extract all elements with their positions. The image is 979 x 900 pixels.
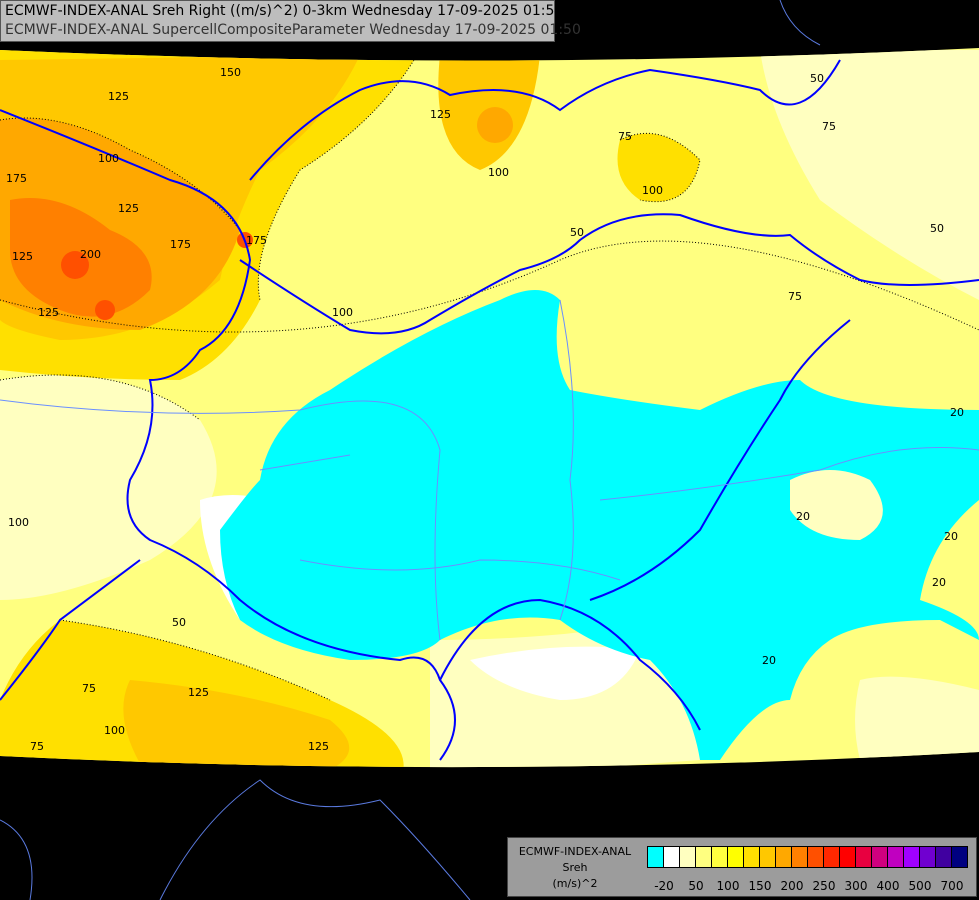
legend-tick-label: 50 [688,879,704,893]
low-zone-northeast [760,50,979,300]
contour-label: 125 [308,740,329,753]
legend-swatch [696,847,712,867]
low-zone-southeast [855,676,979,760]
legend-tick-label: 150 [748,879,772,893]
legend-swatch [872,847,888,867]
contour-label: 125 [38,306,59,319]
contour-label: 50 [172,616,186,629]
legend-swatch [888,847,904,867]
contour-label: 100 [104,724,125,737]
contour-label: 20 [762,654,776,667]
title-line-2: ECMWF-INDEX-ANAL SupercellCompositeParam… [5,22,581,38]
country-borders [0,59,979,761]
contour-lines [0,49,979,701]
contour-label: 50 [810,72,824,85]
zero-zone [470,646,640,700]
legend-tick-label: 400 [876,879,900,893]
zone-south-125 [123,680,350,768]
legend-swatch [712,847,728,867]
legend-swatch [776,847,792,867]
legend-swatch [680,847,696,867]
contour-label: 175 [170,238,191,251]
contour-label: 20 [950,406,964,419]
rivers [0,299,979,641]
contour-label: 75 [30,740,44,753]
legend-title: ECMWF-INDEX-ANAL Sreh (m/s)^2 [510,844,640,892]
zone-100-east [617,133,700,202]
contour-label: 125 [430,108,451,121]
contour-label: 20 [944,530,958,543]
legend-tick-label: 300 [844,879,868,893]
legend-model: ECMWF-INDEX-ANAL [518,845,632,858]
zone-250 [61,251,89,279]
legend-swatch [664,847,680,867]
contour-label: 50 [570,226,584,239]
legend-swatch [936,847,952,867]
color-legend: ECMWF-INDEX-ANAL Sreh (m/s)^2 -20 50 100 15… [507,837,977,897]
zone-250 [95,300,115,320]
legend-tick-label: 700 [940,879,964,893]
contour-label: 100 [488,166,509,179]
legend-unit: (m/s)^2 [552,877,598,890]
legend-swatch [824,847,840,867]
legend-swatch [840,847,856,867]
legend-tick-label: -20 [654,879,674,893]
contour-label: 125 [108,90,129,103]
island-zone [790,470,883,540]
title-line-1: ECMWF-INDEX-ANAL Sreh Right ((m/s)^2) 0-… [5,3,564,19]
legend-swatch [904,847,920,867]
legend-variable: Sreh [562,861,588,874]
contour-label: 75 [618,130,632,143]
contour-label: 200 [80,248,101,261]
contour-label: 150 [220,66,241,79]
legend-swatch [760,847,776,867]
legend-tick-label: 100 [716,879,740,893]
legend-swatch [920,847,936,867]
contour-label: 125 [188,686,209,699]
legend-color-bar [647,846,968,868]
legend-tick-label: 200 [780,879,804,893]
legend-swatch [856,847,872,867]
legend-swatch [952,847,967,867]
contour-label: 125 [12,250,33,263]
contour-label: 100 [98,152,119,165]
legend-swatch [728,847,744,867]
contour-label: 100 [8,516,29,529]
legend-swatch [792,847,808,867]
contour-label: 75 [82,682,96,695]
legend-swatch [808,847,824,867]
low-zone-west [0,375,217,600]
map-title-box: ECMWF-INDEX-ANAL Sreh Right ((m/s)^2) 0-… [0,0,581,42]
contour-label: 20 [796,510,810,523]
legend-swatch [648,847,664,867]
zone-175-north [477,107,513,143]
contour-label: 100 [332,306,353,319]
contour-label: 175 [6,172,27,185]
contour-label: 75 [788,290,802,303]
contour-label: 50 [930,222,944,235]
contour-label: 175 [246,234,267,247]
negative-zone [220,290,979,760]
legend-tick-label: 500 [908,879,932,893]
contour-label: 100 [642,184,663,197]
contour-label: 125 [118,202,139,215]
borders-outside-domain [0,0,821,900]
legend-tick-label: 250 [812,879,836,893]
contour-label: 75 [822,120,836,133]
contour-label: 20 [932,576,946,589]
legend-swatch [744,847,760,867]
